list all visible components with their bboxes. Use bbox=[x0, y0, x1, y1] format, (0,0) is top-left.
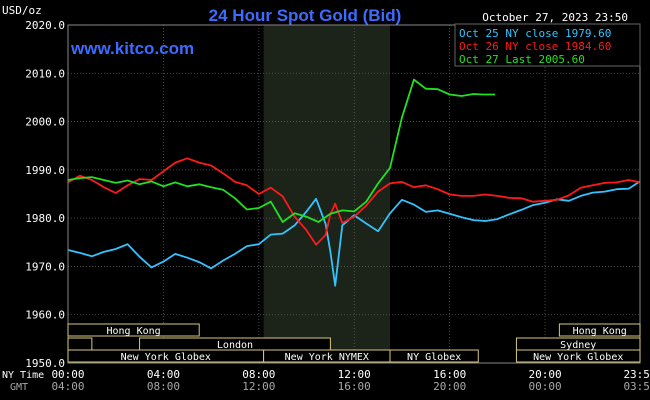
series-line-oct25 bbox=[67, 180, 641, 287]
session-label: Hong Kong bbox=[573, 326, 627, 337]
y-tick-label: 2000.0 bbox=[25, 116, 65, 129]
unit-label: USD/oz bbox=[2, 4, 42, 17]
x-tick-ny: 00:00 bbox=[51, 368, 84, 381]
y-axis-ticks: 1950.0 1960.0 1970.0 1980.0 1990.0 2000.0 2010… bbox=[25, 19, 65, 370]
x-tick-ny: 04:00 bbox=[147, 368, 180, 381]
session-label: New York Globex bbox=[533, 352, 623, 363]
plot-frame bbox=[67, 24, 641, 364]
y-tick-label: 2010.0 bbox=[25, 67, 65, 80]
y-tick-label: 1990.0 bbox=[25, 164, 65, 177]
x-tick-gmt: 12:00 bbox=[242, 380, 275, 393]
x-tick-gmt: 04:00 bbox=[51, 380, 84, 393]
series-lines bbox=[67, 78, 641, 287]
x-tick-gmt: 16:00 bbox=[338, 380, 371, 393]
y-tick-label: 1980.0 bbox=[25, 212, 65, 225]
chart-title: 24 Hour Spot Gold (Bid) bbox=[209, 6, 402, 25]
x-tick-ny: 16:00 bbox=[433, 368, 466, 381]
x-tick-gmt: 08:00 bbox=[147, 380, 180, 393]
session-bar bbox=[515, 349, 641, 363]
session-label: London bbox=[217, 340, 253, 351]
y-tick-label: 1950.0 bbox=[25, 357, 65, 370]
datetime-label: October 27, 2023 23:50 bbox=[482, 11, 628, 24]
gmt-label: GMT bbox=[10, 382, 28, 393]
session-label: New York NYMEX bbox=[285, 352, 369, 363]
legend-item-oct26: Oct 26 NY close 1984.60 bbox=[459, 40, 611, 53]
ny-time-label: NY Time bbox=[2, 370, 44, 381]
session-label: NY Globex bbox=[407, 352, 461, 363]
session-label: Hong Kong bbox=[107, 326, 161, 337]
y-tick-label: 1960.0 bbox=[25, 309, 65, 322]
x-tick-ny: 12:00 bbox=[338, 368, 371, 381]
x-tick-ny: 23:59 bbox=[623, 368, 650, 381]
nymex-session-shade bbox=[263, 25, 391, 363]
legend-box bbox=[454, 23, 641, 67]
session-bar bbox=[67, 337, 93, 351]
x-tick-ny: 20:00 bbox=[529, 368, 562, 381]
session-label: New York Globex bbox=[121, 352, 211, 363]
legend: Oct 25 NY close 1979.60 Oct 26 NY close … bbox=[454, 23, 641, 67]
x-tick-gmt: 03:59 bbox=[623, 380, 650, 393]
x-tick-ny: 08:00 bbox=[242, 368, 275, 381]
y-tick-label: 2020.0 bbox=[25, 19, 65, 32]
legend-item-oct25: Oct 25 NY close 1979.60 bbox=[459, 27, 611, 40]
legend-item-oct27: Oct 27 Last 2005.60 bbox=[459, 53, 585, 66]
website-watermark: www.kitco.com bbox=[70, 39, 194, 58]
session-bar bbox=[67, 323, 200, 337]
session-label: Sydney bbox=[560, 340, 596, 351]
trading-sessions: Hong Kong London New York Globex New York N… bbox=[67, 323, 641, 363]
y-tick-label: 1970.0 bbox=[25, 260, 65, 273]
x-tick-gmt: 20:00 bbox=[433, 380, 466, 393]
x-axis-ticks: 00:0004:0004:0008:0008:0012:0012:0016:00… bbox=[51, 368, 650, 393]
session-bar bbox=[389, 349, 479, 363]
x-tick-gmt: 00:00 bbox=[529, 380, 562, 393]
series-line-oct26 bbox=[67, 157, 641, 246]
series-line-oct27 bbox=[67, 78, 495, 223]
session-bar bbox=[558, 323, 641, 337]
